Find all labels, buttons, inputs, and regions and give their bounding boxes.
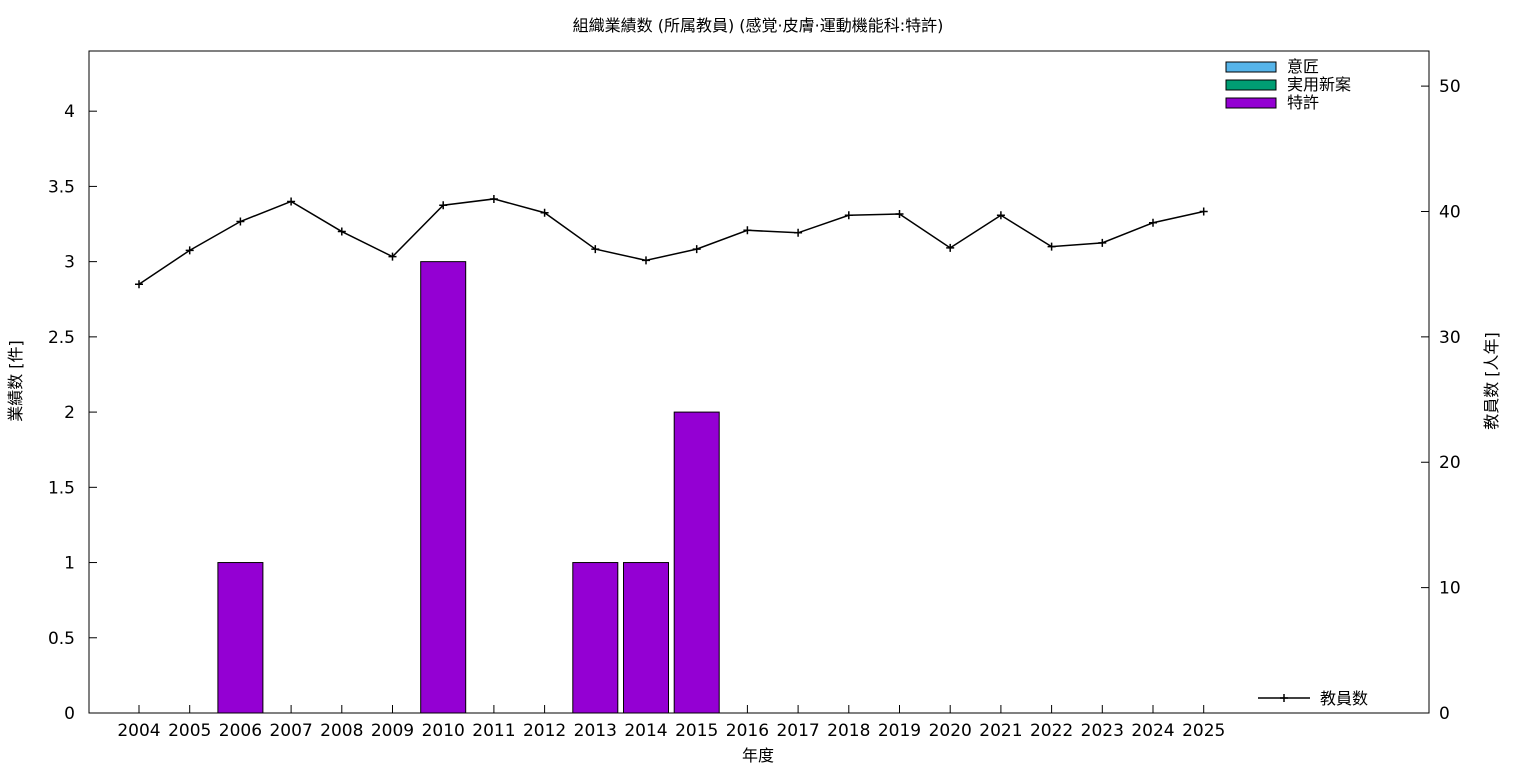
y-tick-label: 2.5 — [48, 328, 75, 348]
line-point — [236, 217, 245, 226]
bar-特許 — [572, 562, 619, 714]
bar-特許 — [420, 261, 467, 714]
x-tick-label: 2004 — [117, 721, 160, 741]
plot-frame — [88, 50, 1430, 714]
legend-line-marker — [1280, 694, 1288, 702]
line-point — [337, 227, 346, 236]
line-point — [1047, 242, 1056, 251]
x-tick-label: 2022 — [1030, 721, 1073, 741]
legend-swatch — [1225, 97, 1277, 109]
line-point — [591, 245, 600, 254]
y2-tick-label: 10 — [1439, 579, 1461, 599]
bar-特許 — [673, 411, 720, 714]
y2-tick-label: 0 — [1439, 704, 1450, 724]
y2-axis-label: 教員数 [人年] — [1482, 332, 1501, 430]
x-tick-label: 2007 — [269, 721, 312, 741]
y-tick-label: 0.5 — [48, 629, 75, 649]
line-point — [1098, 238, 1107, 247]
x-tick-label: 2012 — [523, 721, 566, 741]
y2-tick-label: 20 — [1439, 453, 1461, 473]
line-point — [1199, 207, 1208, 216]
x-tick-label: 2006 — [219, 721, 262, 741]
line-point — [388, 252, 397, 261]
legend-label: 実用新案 — [1287, 75, 1351, 94]
x-tick-label: 2008 — [320, 721, 363, 741]
x-axis-label: 年度 — [742, 746, 774, 765]
y-tick-label: 1 — [64, 554, 75, 574]
bar-特許 — [623, 562, 669, 714]
line-point — [794, 228, 803, 237]
line-point — [895, 209, 904, 218]
line-point — [946, 243, 955, 252]
legend-swatch — [1225, 79, 1277, 91]
x-tick-label: 2013 — [574, 721, 617, 741]
x-tick-label: 2020 — [929, 721, 972, 741]
chart-title: 組織業績数 (所属教員) (感覚·皮膚·運動機能科:特許) — [573, 16, 944, 35]
legend-line-label: 教員数 — [1320, 689, 1368, 708]
y2-tick-label: 30 — [1439, 328, 1461, 348]
line-point — [1149, 218, 1157, 227]
line-point — [489, 194, 498, 203]
line-point — [996, 211, 1005, 220]
x-tick-label: 2021 — [979, 721, 1022, 741]
x-tick-label: 2014 — [624, 721, 667, 741]
x-tick-label: 2025 — [1182, 721, 1225, 741]
y2-tick-label: 40 — [1439, 202, 1461, 222]
line-series-teachers — [138, 198, 1204, 285]
line-point — [743, 226, 752, 235]
bar-特許 — [217, 562, 264, 714]
y-tick-label: 3.5 — [48, 177, 75, 197]
line-point — [135, 280, 143, 289]
x-tick-label: 2015 — [675, 721, 718, 741]
y-tick-label: 2 — [64, 403, 75, 423]
x-tick-label: 2011 — [472, 721, 515, 741]
legend-label: 特許 — [1287, 93, 1319, 112]
line-point — [844, 211, 853, 220]
line-point — [185, 246, 194, 255]
y-tick-label: 0 — [64, 704, 75, 724]
x-tick-label: 2024 — [1131, 721, 1174, 741]
x-tick-label: 2018 — [827, 721, 870, 741]
x-tick-label: 2019 — [878, 721, 921, 741]
line-point — [642, 256, 650, 265]
y-axis-label: 業績数 [件] — [6, 340, 25, 422]
y-tick-label: 4 — [64, 102, 75, 122]
y-tick-label: 1.5 — [48, 478, 75, 498]
y2-tick-label: 50 — [1439, 77, 1461, 97]
legend-label: 意匠 — [1287, 57, 1319, 76]
line-point — [692, 245, 701, 254]
x-tick-label: 2016 — [726, 721, 769, 741]
x-tick-label: 2005 — [168, 721, 211, 741]
x-tick-label: 2023 — [1081, 721, 1124, 741]
line-point — [540, 208, 549, 217]
x-tick-label: 2009 — [371, 721, 414, 741]
x-tick-label: 2010 — [422, 721, 465, 741]
line-point — [439, 201, 448, 210]
legend-swatch — [1225, 61, 1277, 73]
x-tick-label: 2017 — [776, 721, 819, 741]
y-tick-label: 3 — [64, 253, 75, 273]
line-point — [287, 197, 296, 206]
